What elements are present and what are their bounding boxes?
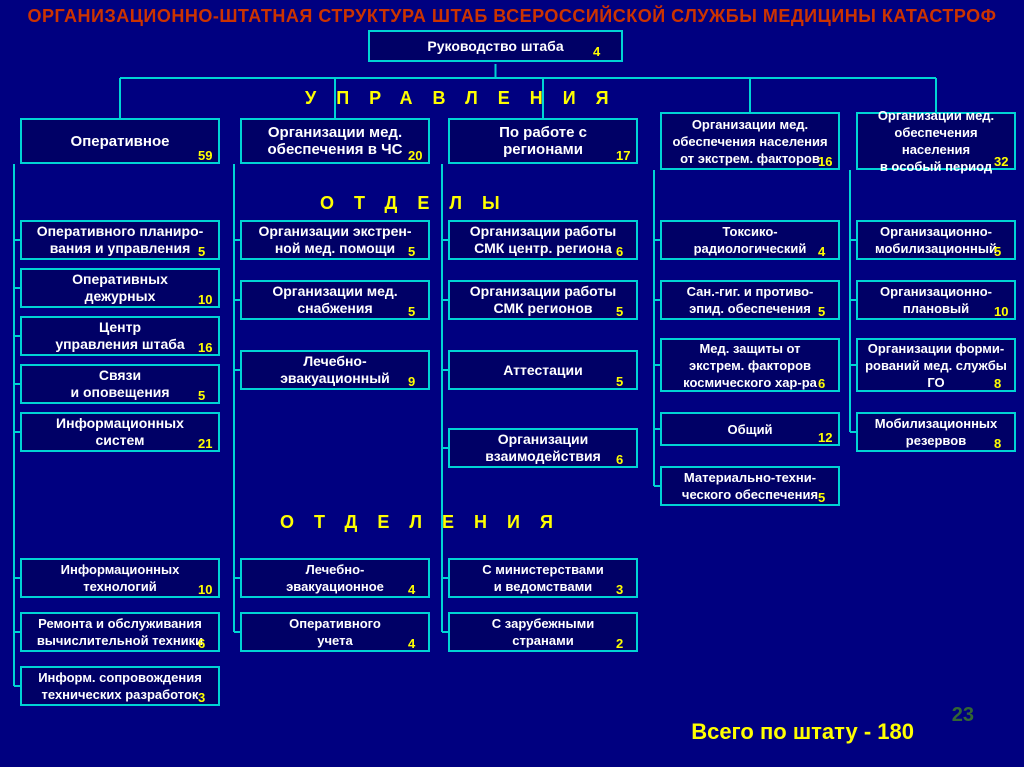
subdept-box: Информ. сопровождениятехнических разрабо… bbox=[20, 666, 220, 706]
dept-box: Мед. защиты отэкстрем. факторовкосмическ… bbox=[660, 338, 840, 392]
column-head: Организации мед.обеспечения населенияв о… bbox=[856, 112, 1016, 170]
dept-box: Аттестации bbox=[448, 350, 638, 390]
root-box: Руководство штаба bbox=[368, 30, 623, 62]
dept-box: Центруправления штаба bbox=[20, 316, 220, 356]
subdept-box: Ремонта и обслуживаниявычислительной тех… bbox=[20, 612, 220, 652]
box-value: 5 bbox=[818, 304, 825, 319]
dept-box: Организациивзаимодействия bbox=[448, 428, 638, 468]
box-value: 8 bbox=[994, 376, 1001, 391]
box-value: 20 bbox=[408, 148, 422, 163]
box-value: 3 bbox=[616, 582, 623, 597]
subdept-box: С министерствамии ведомствами bbox=[448, 558, 638, 598]
dept-box: Материально-техни-ческого обеспечения bbox=[660, 466, 840, 506]
box-value: 5 bbox=[616, 304, 623, 319]
dept-box: Организационно-мобилизационный bbox=[856, 220, 1016, 260]
box-value: 5 bbox=[198, 388, 205, 403]
dept-box: Организации работыСМК регионов bbox=[448, 280, 638, 320]
box-value: 10 bbox=[994, 304, 1008, 319]
page-number: 23 bbox=[952, 704, 974, 727]
box-value: 5 bbox=[616, 374, 623, 389]
box-value: 16 bbox=[198, 340, 212, 355]
subdept-box: Оперативногоучета bbox=[240, 612, 430, 652]
column-head: Оперативное bbox=[20, 118, 220, 164]
box-value: 6 bbox=[818, 376, 825, 391]
box-value: 59 bbox=[198, 148, 212, 163]
dept-box: Связии оповещения bbox=[20, 364, 220, 404]
dept-box: Мобилизационныхрезервов bbox=[856, 412, 1016, 452]
subdept-box: Информационныхтехнологий bbox=[20, 558, 220, 598]
box-value: 4 bbox=[408, 636, 415, 651]
dept-box: Организации форми-рований мед. службыГО bbox=[856, 338, 1016, 392]
page-title: ОРГАНИЗАЦИОННО-ШТАТНАЯ СТРУКТУРА ШТАБ ВС… bbox=[0, 6, 1024, 27]
box-value: 32 bbox=[994, 154, 1008, 169]
dept-box: Информационныхсистем bbox=[20, 412, 220, 452]
dept-box: Организации экстрен-ной мед. помощи bbox=[240, 220, 430, 260]
box-value: 2 bbox=[616, 636, 623, 651]
dept-box: Оперативныхдежурных bbox=[20, 268, 220, 308]
box-value: 17 bbox=[616, 148, 630, 163]
dept-box: Организационно-плановый bbox=[856, 280, 1016, 320]
box-value: 9 bbox=[408, 374, 415, 389]
box-value: 10 bbox=[198, 292, 212, 307]
box-value: 6 bbox=[198, 636, 205, 651]
dept-box: Организации мед.снабжения bbox=[240, 280, 430, 320]
column-head: По работе срегионами bbox=[448, 118, 638, 164]
subdept-box: Лечебно-эвакуационное bbox=[240, 558, 430, 598]
total-label: Всего по штату - 180 bbox=[691, 719, 914, 745]
box-value: 3 bbox=[198, 690, 205, 705]
box-value: 4 bbox=[408, 582, 415, 597]
box-value: 5 bbox=[198, 244, 205, 259]
box-value: 16 bbox=[818, 154, 832, 169]
box-value: 5 bbox=[408, 304, 415, 319]
box-value: 6 bbox=[616, 244, 623, 259]
column-head: Организации мед.обеспечения в ЧС bbox=[240, 118, 430, 164]
box-value: 10 bbox=[198, 582, 212, 597]
section-upravleniya: УПРАВЛЕНИЯ bbox=[305, 88, 629, 109]
dept-box: Лечебно-эвакуационный bbox=[240, 350, 430, 390]
box-value: 4 bbox=[818, 244, 825, 259]
dept-box: Организации работыСМК центр. региона bbox=[448, 220, 638, 260]
box-value: 5 bbox=[818, 490, 825, 505]
dept-box: Токсико-радиологический bbox=[660, 220, 840, 260]
box-value: 8 bbox=[994, 436, 1001, 451]
subdept-box: С зарубежнымистранами bbox=[448, 612, 638, 652]
column-head: Организации мед.обеспечения населенияот … bbox=[660, 112, 840, 170]
section-otdeleniya: ОТДЕЛЕНИЯ bbox=[280, 512, 573, 533]
root-value: 4 bbox=[593, 44, 600, 59]
dept-box: Оперативного планиро-вания и управления bbox=[20, 220, 220, 260]
box-value: 6 bbox=[616, 452, 623, 467]
section-otdely: ОТДЕЛЫ bbox=[320, 193, 520, 214]
box-value: 5 bbox=[994, 244, 1001, 259]
dept-box: Сан.-гиг. и противо-эпид. обеспечения bbox=[660, 280, 840, 320]
dept-box: Общий bbox=[660, 412, 840, 446]
box-value: 5 bbox=[408, 244, 415, 259]
box-value: 21 bbox=[198, 436, 212, 451]
box-value: 12 bbox=[818, 430, 832, 445]
root-label: Руководство штаба bbox=[427, 38, 563, 55]
